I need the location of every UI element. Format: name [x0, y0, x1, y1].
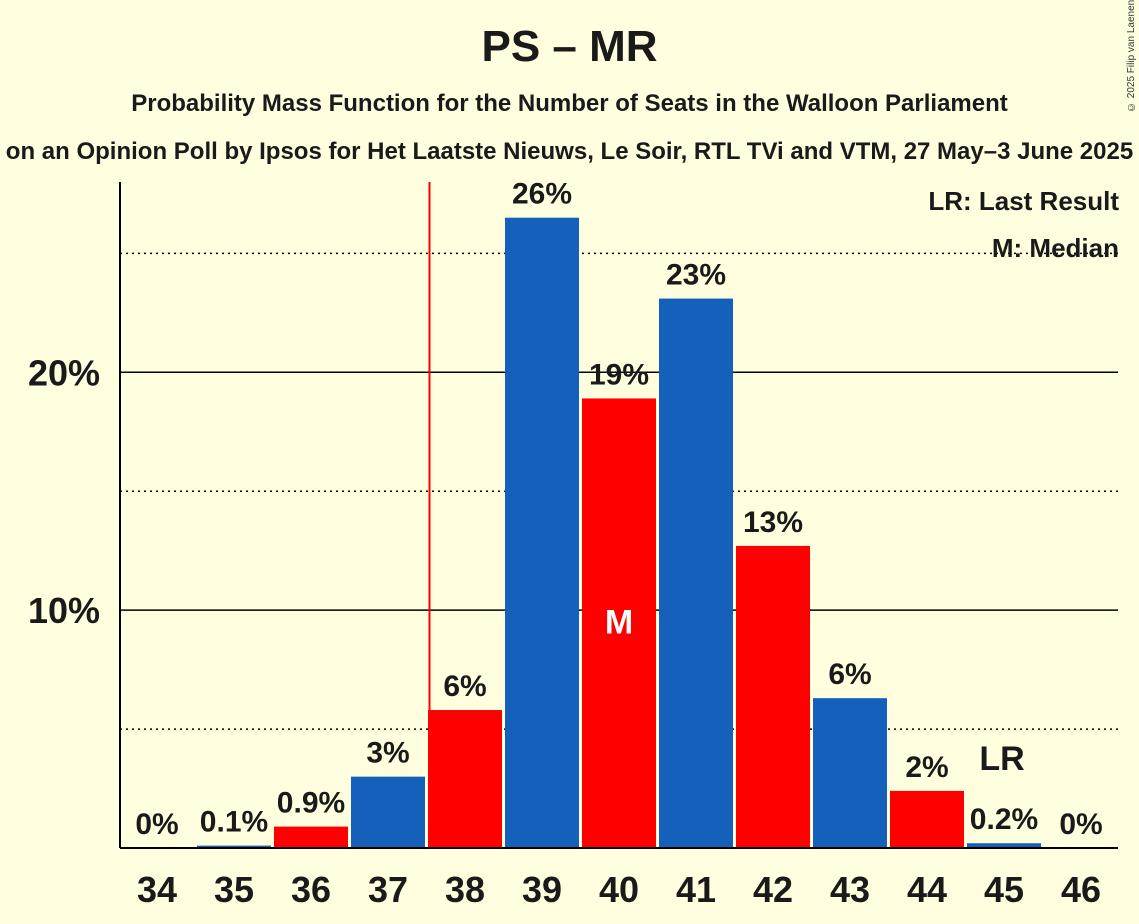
bar-value-label: 0%	[1059, 808, 1102, 841]
bar-value-label: 6%	[828, 658, 871, 691]
x-tick-label: 38	[445, 869, 485, 910]
bar-value-label: 0.1%	[200, 806, 268, 839]
bar	[505, 217, 579, 848]
bar-value-label: 13%	[743, 506, 803, 539]
bar	[274, 826, 348, 848]
bar	[967, 843, 1041, 848]
x-tick-label: 37	[368, 869, 408, 910]
x-tick-label: 34	[137, 869, 177, 910]
bar	[813, 698, 887, 848]
legend-median: M: Median	[991, 233, 1119, 263]
bar-value-label: 19%	[589, 358, 649, 391]
bar	[659, 298, 733, 848]
x-tick-label: 46	[1061, 869, 1101, 910]
bar-value-label: 0.2%	[970, 803, 1038, 836]
bar-value-label: 0.9%	[277, 787, 345, 820]
bar-value-label: 26%	[512, 178, 572, 211]
chart-title: PS – MR	[481, 22, 658, 71]
chart-subtitle: Probability Mass Function for the Number…	[131, 90, 1008, 117]
bar-value-label: 3%	[366, 737, 409, 770]
bar-value-label: 0%	[135, 808, 178, 841]
x-tick-label: 35	[214, 869, 254, 910]
bar-value-label: 6%	[443, 670, 486, 703]
bar	[197, 845, 271, 848]
x-tick-label: 43	[830, 869, 870, 910]
bar-value-label: 2%	[905, 751, 948, 784]
x-tick-label: 44	[907, 869, 947, 910]
median-marker: M	[605, 603, 633, 641]
last-result-marker: LR	[979, 740, 1024, 778]
x-tick-label: 39	[522, 869, 562, 910]
bar	[582, 398, 656, 848]
x-tick-label: 42	[753, 869, 793, 910]
x-tick-label: 40	[599, 869, 639, 910]
bar	[736, 545, 810, 848]
bar	[351, 776, 425, 848]
x-tick-label: 36	[291, 869, 331, 910]
x-tick-label: 45	[984, 869, 1024, 910]
bar	[428, 710, 502, 848]
chart-source-line: on an Opinion Poll by Ipsos for Het Laat…	[5, 138, 1134, 165]
bar	[890, 790, 964, 848]
legend-last-result: LR: Last Result	[928, 186, 1119, 216]
y-tick-label: 20%	[28, 352, 100, 393]
x-tick-label: 41	[676, 869, 716, 910]
bar-value-label: 23%	[666, 259, 726, 292]
y-tick-label: 10%	[28, 590, 100, 631]
